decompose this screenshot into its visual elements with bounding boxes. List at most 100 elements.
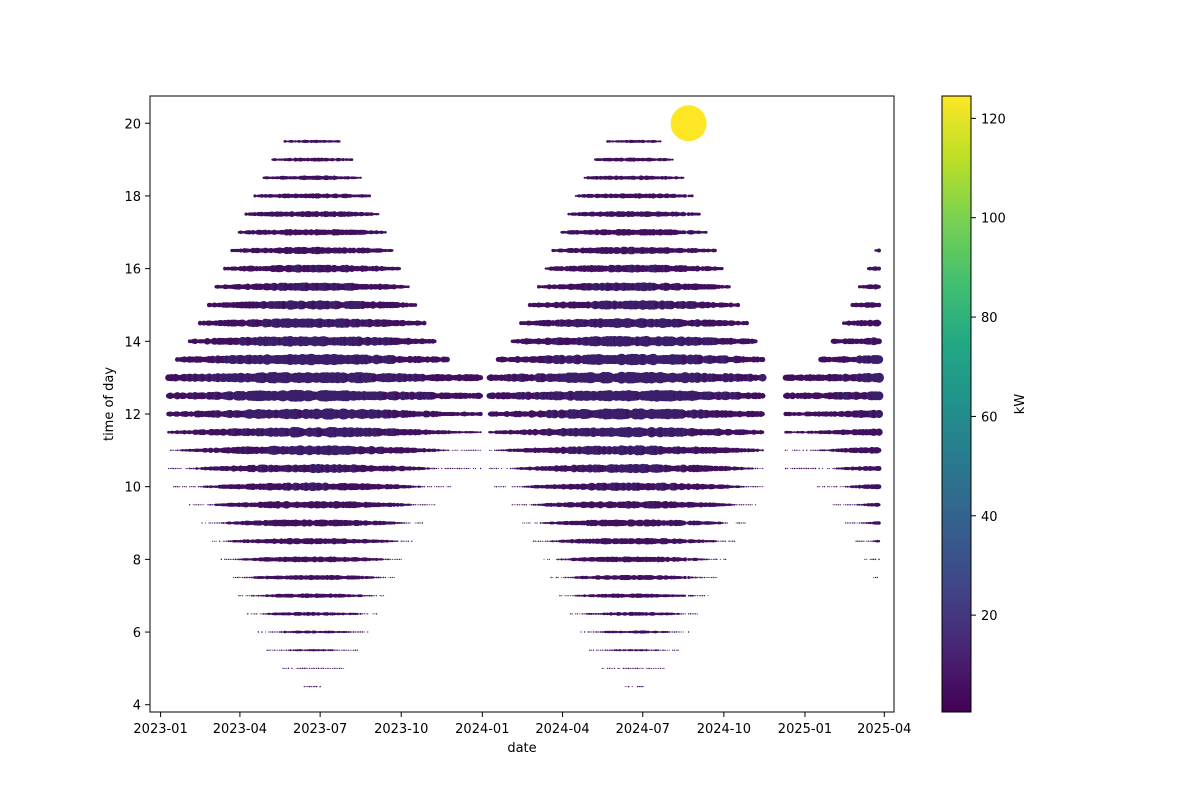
scatter-point [680,594,683,597]
scatter-point [384,558,387,561]
scatter-point [700,595,702,597]
scatter-point [307,685,309,688]
scatter-point [238,576,240,579]
scatter-point [867,540,870,542]
scatter-point [189,486,191,488]
scatter-point [624,667,626,670]
scatter-point [708,539,712,543]
scatter-point [546,540,549,542]
scatter-point [867,522,870,524]
scatter-point [544,521,547,525]
scatter-point [456,467,459,470]
scatter-point [731,540,734,542]
scatter-point [233,558,235,561]
scatter-point [617,667,619,670]
scatter-point [421,504,424,506]
scatter-point [428,467,431,470]
scatter-point [676,594,680,597]
scatter-point [299,630,303,634]
scatter-point [668,631,671,633]
scatter-point [425,504,427,506]
scatter-point [171,467,173,470]
scatter-point [625,631,628,633]
scatter-point [311,648,315,652]
scatter-point [665,649,667,651]
scatter-point [760,467,762,470]
scatter-point [271,631,274,633]
scatter-point [202,485,205,488]
scatter-point [252,613,254,615]
scatter-point [561,576,563,579]
scatter-point [509,467,512,470]
scatter-point [746,504,748,506]
scatter-point [703,595,706,597]
scatter-point [664,630,667,634]
scatter-point [640,667,642,669]
scatter-point [675,594,678,597]
scatter-point [405,503,408,506]
scatter-point [310,685,312,688]
scatter-point [539,522,542,524]
scatter-point [241,576,244,579]
scatter-point [869,558,871,560]
scatter-point [394,522,397,524]
scatter-point [672,631,674,633]
scatter-point [374,595,376,597]
scatter-point [240,576,242,579]
scatter-point [829,486,831,488]
scatter-point [601,631,604,633]
scatter-point [747,504,750,506]
scatter-point [208,522,210,524]
scatter-point [872,540,875,543]
scatter-point [375,576,378,579]
scatter-point [580,594,583,597]
scatter-point [491,431,495,434]
scatter-point [361,631,364,633]
scatter-point [736,485,740,489]
scatter-point [753,486,755,488]
scatter-point [306,649,309,652]
scatter-point [656,667,658,669]
scatter-point [375,595,378,597]
scatter-point [596,649,598,651]
scatter-point [717,540,720,542]
scatter-point [308,667,311,670]
scatter-point [489,430,493,434]
scatter-point [238,594,240,597]
scatter-point [534,503,537,506]
scatter-point [504,486,506,488]
scatter-point [543,540,545,542]
scatter-point [562,576,564,579]
scatter-point [249,595,251,597]
scatter-point [793,467,796,470]
scatter-point [655,649,658,652]
scatter-point [204,485,207,488]
scatter-point [857,522,859,524]
scatter-point [718,521,722,525]
scatter-point [733,503,736,506]
scatter-point [566,576,568,579]
scatter-point [285,631,288,633]
scatter-point [332,612,336,616]
scatter-point [828,449,831,452]
scatter-point [290,630,293,634]
scatter-point [495,449,498,452]
scatter-point [599,649,602,651]
scatter-point [287,667,290,670]
scatter-point [432,339,437,344]
scatter-point [793,449,796,451]
scatter-point [261,594,263,597]
scatter-point [407,503,410,507]
scatter-point [590,612,593,615]
scatter-point [863,503,867,507]
scatter-point [595,612,598,615]
scatter-point [500,449,503,452]
scatter-point [457,449,459,451]
scatter-point [675,613,678,615]
scatter-point [465,430,468,434]
scatter-point [268,631,270,633]
scatter-point [350,612,354,616]
scatter-point [575,613,577,615]
scatter-point [723,522,725,524]
scatter-point [288,612,292,616]
